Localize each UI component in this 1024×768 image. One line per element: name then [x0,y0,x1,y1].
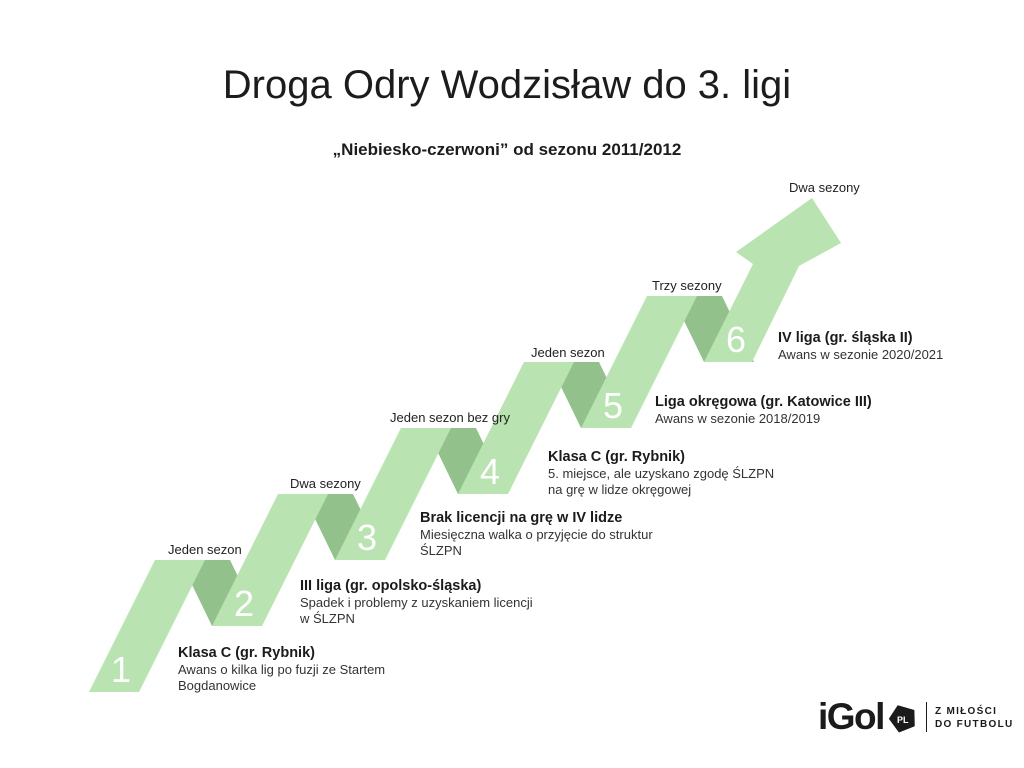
step-description-line: 5. miejsce, ale uzyskano zgodę ŚLZPN [548,466,775,481]
ribbon-segment-2 [212,494,328,626]
step-title-4: Klasa C (gr. Rybnik) [548,449,685,465]
logo-divider [925,702,927,732]
step-title-1: Klasa C (gr. Rybnik) [178,645,315,661]
step-description-line: Miesięczna walka o przyjęcie do struktur [420,527,653,542]
step-text-block-4: Klasa C (gr. Rybnik) 5. miejsce, ale uzys… [548,449,774,497]
logo-badge-text: PL [896,714,909,725]
step-number-6: 6 [726,319,746,360]
duration-label-arrow: Dwa sezony [789,180,860,195]
ribbon-segment-1 [89,560,205,692]
duration-label-2: Dwa sezony [290,476,361,491]
ribbon-step-numbers: 1 2 3 4 5 6 [111,319,746,690]
page-subtitle: „Niebiesko-czerwoni” od sezonu 2011/2012 [332,140,682,159]
step-text-block-1: Klasa C (gr. Rybnik) Awans o kilka lig po… [178,645,385,693]
ribbon-arrow [704,198,841,362]
step-description-line: Spadek i problemy z uzyskaniem licencji [300,595,533,610]
duration-label-3: Jeden sezon bez gry [390,410,510,425]
step-description-line: w ŚLZPN [300,610,355,626]
step-description-line: Awans w sezonie 2018/2019 [655,411,821,426]
step-text-block-5: Liga okręgowa (gr. Katowice III) Awans w … [655,394,872,427]
igol-logo: iGol PL Z MIŁOŚCI DO FUTBOLU [818,696,1014,737]
step-number-3: 3 [357,517,377,558]
step-title-5: Liga okręgowa (gr. Katowice III) [655,394,872,410]
step-description-line: Awans o kilka lig po fuzji ze Startem [178,662,386,677]
step-description-line: Bogdanowice [178,677,257,693]
ribbon-segment-3 [335,428,451,560]
ribbon-segment-4 [458,362,574,494]
step-number-1: 1 [111,649,131,690]
duration-label-4: Jeden sezon [531,345,605,360]
step-description-line: ŚLZPN [420,542,462,558]
logo-tagline-line1: Z MIŁOŚCI [934,706,998,717]
step-number-4: 4 [480,451,500,492]
step-text-block-3: Brak licencji na grę w IV lidze Miesięczn… [420,510,653,558]
ribbon-segment-5 [581,296,697,428]
step-text-block-2: III liga (gr. opolsko-śląska) Spadek i pr… [300,578,533,626]
step-title-3: Brak licencji na grę w IV lidze [420,510,623,526]
step-title-6: IV liga (gr. śląska II) [778,330,913,346]
page-title: Droga Odry Wodzisław do 3. ligi [222,63,792,107]
duration-label-1: Jeden sezon [168,542,242,557]
ribbon-segments [89,198,841,692]
step-number-2: 2 [234,583,254,624]
step-description-line: na grę w lidze okręgowej [548,481,692,497]
duration-label-5: Trzy sezony [652,278,722,293]
step-number-5: 5 [603,385,623,426]
step-description-line: Awans w sezonie 2020/2021 [778,347,944,362]
logo-brand-text: iGol [818,696,885,737]
logo-pentagon-icon: PL [886,704,919,736]
step-title-2: III liga (gr. opolsko-śląska) [300,578,482,594]
logo-tagline: Z MIŁOŚCI DO FUTBOLU [935,705,1014,731]
step-text-block-6: IV liga (gr. śląska II) Awans w sezonie 2… [778,330,943,363]
logo-tagline-line2: DO FUTBOLU [934,719,1014,730]
